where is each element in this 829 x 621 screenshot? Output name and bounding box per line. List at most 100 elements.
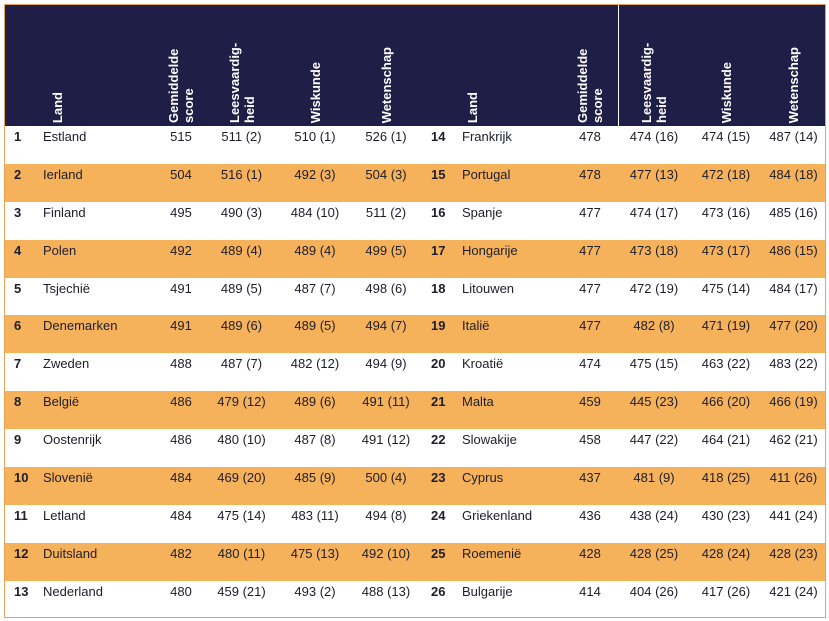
cell-math-right: 428 (24) [701, 545, 751, 561]
table-row: 7 Zweden 488 487 (7) 482 (12) 494 (9) 20 Kroati… [5, 353, 825, 391]
ranking-table-frame: Land Gemiddelde score Leesvaardig-heid W… [4, 4, 826, 618]
ranking-table: Land Gemiddelde score Leesvaardig-heid W… [5, 5, 825, 619]
cell-country-right: Frankrijk [462, 129, 512, 144]
cell-average-score-left: 484 [170, 470, 192, 486]
cell-country-left: Finland [43, 204, 86, 220]
cell-rank-right: 20 [431, 356, 446, 372]
cell-reading-left: 459 (21) [217, 583, 266, 599]
cell-average-score-right: 436 [579, 507, 601, 523]
cell-rank-left: 11 [14, 507, 28, 523]
cell-country-left: Estland [43, 129, 87, 144]
cell-reading-right: 438 (24) [629, 507, 679, 523]
cell-rank-left: 9 [14, 432, 22, 448]
cell-science-left: 492 (10) [361, 545, 411, 561]
cell-math-left: 489 (4) [294, 242, 336, 258]
cell-country-right: Hongarije [462, 242, 518, 258]
cell-reading-right: 445 (23) [629, 394, 679, 410]
cell-science-left: 494 (7) [365, 318, 407, 334]
cell-rank-left: 4 [14, 242, 22, 258]
cell-average-score-left: 491 [170, 318, 192, 334]
cell-science-right: 483 (22) [769, 356, 818, 372]
cell-average-score-right: 414 [579, 583, 601, 599]
cell-science-left: 488 (13) [361, 583, 411, 599]
cell-reading-left: 489 (5) [220, 280, 263, 296]
cell-science-right: 484 (17) [769, 280, 818, 296]
cell-science-right: 485 (16) [769, 204, 818, 220]
cell-country-right: Griekenland [462, 507, 533, 523]
cell-science-right: 466 (19) [769, 394, 818, 410]
cell-rank-right: 14 [431, 129, 446, 144]
cell-science-right: 486 (15) [769, 242, 818, 258]
table-row: 9 Oostenrijk 486 480 (10) 487 (8) 491 (12) 22 S… [5, 429, 825, 467]
header-land-left: Land [50, 91, 65, 123]
cell-average-score-left: 492 [170, 242, 192, 258]
table-row: 13 Nederland 480 459 (21) 493 (2) 488 (13) 26 B… [5, 581, 825, 619]
cell-reading-left: 490 (3) [220, 204, 263, 220]
header-lees-right: Leesvaardig-heid [639, 42, 670, 123]
cell-country-right: Portugal [462, 166, 511, 182]
table-row: 4 Polen 492 489 (4) 489 (4) 499 (5) 17 Hongarij… [5, 239, 825, 278]
cell-country-right: Cyprus [462, 470, 504, 486]
cell-reading-left: 511 (2) [221, 129, 262, 144]
cell-math-left: 489 (5) [294, 318, 336, 334]
cell-reading-right: 404 (26) [629, 583, 679, 599]
cell-math-left: 493 (2) [294, 583, 336, 599]
cell-science-left: 526 (1) [365, 129, 407, 144]
cell-average-score-left: 491 [170, 280, 192, 296]
cell-science-left: 491 (11) [362, 394, 410, 410]
cell-math-right: 474 (15) [701, 129, 751, 144]
cell-country-left: België [43, 394, 80, 410]
cell-reading-left: 487 (7) [220, 356, 263, 372]
cell-country-left: Denemarken [43, 318, 118, 334]
cell-science-right: 487 (14) [769, 129, 818, 144]
cell-math-left: 492 (3) [294, 166, 336, 182]
cell-country-left: Oostenrijk [43, 432, 102, 448]
cell-science-right: 477 (20) [769, 318, 818, 334]
header-lees-left: Leesvaardig-heid [226, 42, 257, 123]
header-gemiddelde-right: Gemiddelde score [562, 5, 619, 126]
cell-rank-left: 7 [14, 356, 22, 372]
cell-country-left: Zweden [43, 356, 90, 372]
cell-country-left: Tsjechië [43, 280, 90, 296]
cell-reading-right: 472 (19) [629, 280, 679, 296]
table-row: 3 Finland 495 490 (3) 484 (10) 511 (2) 16 Spanj… [5, 202, 825, 240]
cell-math-right: 418 (25) [701, 470, 751, 486]
cell-science-right: 411 (26) [769, 470, 818, 486]
cell-math-left: 487 (7) [294, 280, 336, 296]
cell-science-left: 504 (3) [365, 166, 407, 182]
cell-average-score-right: 477 [579, 242, 601, 258]
cell-rank-right: 21 [431, 394, 446, 410]
cell-country-left: Letland [43, 507, 86, 523]
cell-science-left: 491 (12) [361, 432, 411, 448]
cell-average-score-left: 480 [170, 583, 192, 599]
cell-reading-left: 480 (11) [217, 545, 266, 561]
cell-reading-left: 489 (6) [220, 318, 263, 334]
cell-country-right: Malta [462, 394, 494, 410]
cell-average-score-right: 477 [579, 280, 601, 296]
cell-reading-left: 469 (20) [217, 470, 266, 486]
header-row: Land Gemiddelde score Leesvaardig-heid W… [5, 5, 825, 126]
header-wetenschap-left: Wetenschap [378, 46, 394, 123]
cell-science-left: 494 (8) [365, 507, 407, 523]
cell-average-score-right: 437 [579, 470, 601, 486]
cell-average-score-left: 486 [170, 394, 192, 410]
cell-rank-left: 5 [14, 280, 22, 296]
cell-reading-right: 447 (22) [629, 432, 679, 448]
cell-science-left: 500 (4) [365, 470, 407, 486]
cell-country-left: Duitsland [43, 545, 98, 561]
cell-science-right: 428 (23) [769, 545, 818, 561]
cell-math-left: 489 (6) [294, 394, 336, 410]
cell-rank-left: 10 [14, 470, 29, 486]
cell-average-score-right: 428 [579, 545, 601, 561]
cell-math-right: 464 (21) [701, 432, 751, 448]
cell-math-left: 475 (13) [290, 545, 340, 561]
table-row: 10 Slovenië 484 469 (20) 485 (9) 500 (4) 23 Cyp… [5, 467, 825, 505]
cell-math-left: 482 (12) [290, 356, 340, 372]
cell-rank-left: 6 [14, 318, 22, 334]
header-wiskunde-left: Wiskunde [307, 61, 323, 123]
header-gemiddelde-left: Gemiddelde score [166, 48, 196, 123]
cell-rank-left: 8 [14, 394, 22, 410]
cell-country-right: Italië [462, 318, 490, 334]
cell-average-score-left: 486 [170, 432, 192, 448]
cell-average-score-left: 482 [170, 545, 192, 561]
